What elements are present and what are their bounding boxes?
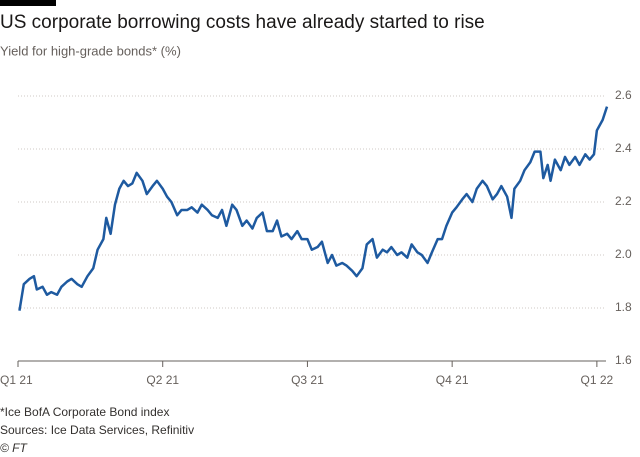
chart-title: US corporate borrowing costs have alread… bbox=[0, 12, 485, 33]
y-tick-label: 1.6 bbox=[615, 353, 632, 367]
y-tick-label: 1.8 bbox=[615, 300, 632, 314]
chart-subtitle: Yield for high-grade bonds* (%) bbox=[0, 43, 181, 58]
line-series bbox=[18, 106, 609, 311]
brand-bar bbox=[0, 0, 56, 6]
x-tick-label: Q3 21 bbox=[291, 373, 324, 387]
copyright: © FT bbox=[0, 441, 29, 455]
x-tick-label: Q2 21 bbox=[146, 373, 179, 387]
x-tick-label: Q1 22 bbox=[581, 373, 614, 387]
source: Sources: Ice Data Services, Refinitiv bbox=[0, 423, 194, 437]
y-tick-label: 2.2 bbox=[615, 194, 632, 208]
footnote: *Ice BofA Corporate Bond index bbox=[0, 405, 169, 419]
y-tick-label: 2.4 bbox=[615, 141, 632, 155]
x-tick-label: Q4 21 bbox=[436, 373, 469, 387]
y-tick-label: 2.0 bbox=[615, 247, 632, 261]
x-tick-label: Q1 21 bbox=[0, 373, 33, 387]
y-tick-label: 2.6 bbox=[615, 88, 632, 102]
